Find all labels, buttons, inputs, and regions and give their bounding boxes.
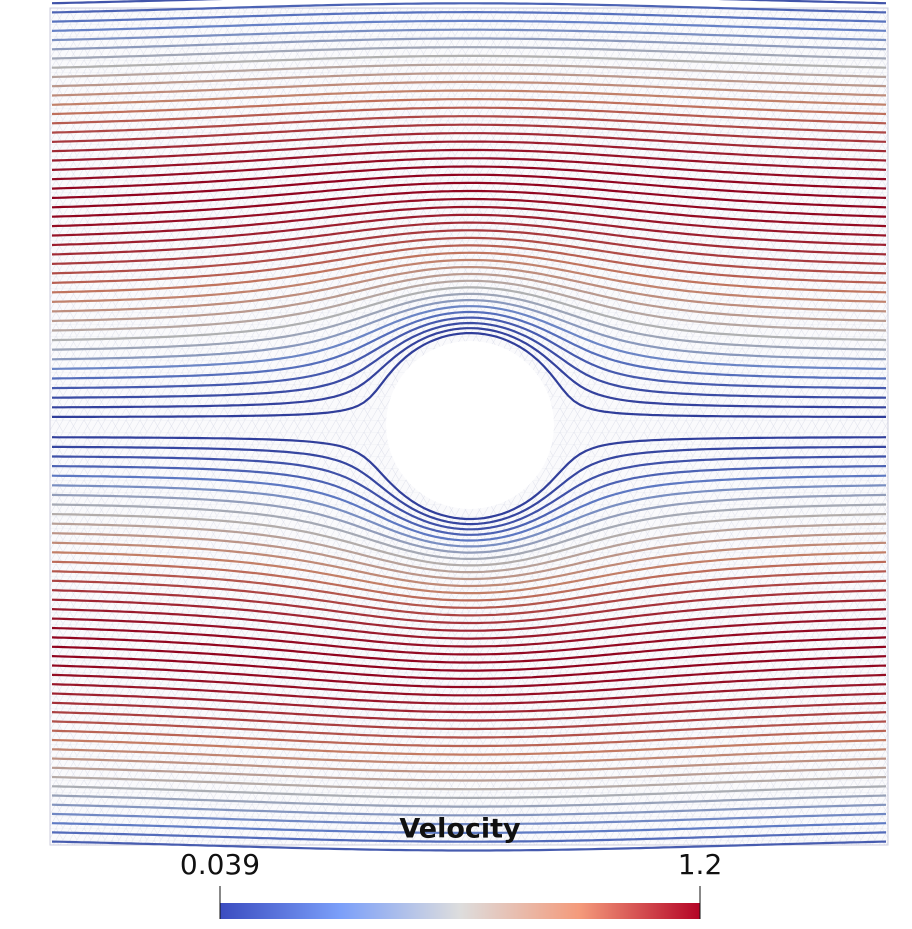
streamline [51, 513, 887, 567]
streamline [51, 213, 887, 247]
streamline [51, 197, 887, 228]
streamline [51, 37, 887, 51]
streamline [51, 636, 887, 664]
streamlines [51, 0, 887, 852]
streamline [51, 115, 887, 134]
streamline [51, 63, 887, 79]
colorbar-label: 0.039 [180, 848, 260, 881]
streamline [51, 560, 887, 602]
streamline [51, 106, 887, 125]
streamline [51, 132, 887, 153]
streamline [51, 748, 887, 765]
streamline [51, 46, 887, 60]
streamline [51, 683, 887, 705]
streamline [51, 72, 887, 88]
streamline [51, 286, 887, 342]
streamline [51, 97, 887, 116]
streamline [52, 445, 886, 526]
streamline [51, 272, 887, 323]
streamline [51, 701, 887, 722]
streamline [51, 11, 887, 23]
streamline [51, 794, 887, 808]
streamline [51, 140, 887, 162]
streamline [51, 19, 887, 32]
streamline [51, 436, 887, 521]
colorbar-label: 1.2 [678, 848, 723, 881]
streamline [51, 729, 887, 748]
streamline [51, 493, 887, 554]
streamline [51, 570, 887, 609]
streamline [51, 541, 887, 588]
streamline [51, 316, 887, 390]
streamline [51, 608, 887, 640]
streamline [51, 673, 887, 697]
streamline [51, 617, 887, 648]
streamline [51, 310, 886, 380]
streamline [51, 236, 887, 275]
colorbar-title: Velocity [399, 814, 521, 845]
streamline [51, 165, 887, 190]
streamline [51, 28, 887, 42]
colorbar-ticks: 0.039 1.2 [180, 848, 722, 919]
streamline [51, 251, 887, 294]
streamline [51, 148, 887, 171]
streamline [51, 305, 886, 370]
streamline [51, 465, 887, 536]
streamline [51, 840, 887, 852]
streamline [51, 822, 887, 835]
streamline [51, 589, 887, 625]
streamline [51, 551, 887, 595]
streamline [51, 720, 887, 739]
streamline [51, 258, 887, 303]
streamline [51, 522, 887, 574]
streamline [51, 598, 887, 632]
streamline [51, 244, 887, 284]
streamline [51, 711, 887, 731]
streamline [51, 812, 887, 826]
streamline [51, 655, 887, 680]
streamline [51, 173, 887, 199]
streamline [51, 831, 887, 843]
streamline [51, 292, 887, 351]
streamline [51, 626, 887, 656]
cylinder [386, 341, 554, 509]
streamline [51, 181, 887, 209]
streamline [51, 503, 887, 561]
streamline [51, 54, 887, 69]
streamline [51, 766, 887, 782]
streamline [51, 775, 887, 791]
streamline [51, 89, 887, 106]
streamline [52, 327, 886, 409]
streamline [51, 221, 887, 256]
streamline [51, 205, 887, 237]
streamline [51, 484, 887, 548]
colorbar [220, 903, 700, 919]
streamline [51, 785, 887, 800]
streamline [51, 266, 887, 313]
streamline [52, 321, 887, 399]
streamline [51, 532, 887, 581]
streamline [51, 157, 887, 181]
streamline [51, 279, 887, 332]
streamline [52, 332, 886, 418]
streamline [51, 757, 887, 773]
streamline [51, 474, 887, 542]
streamline [51, 123, 887, 143]
streamline [51, 299, 887, 361]
streamline [51, 189, 887, 218]
streamline [51, 738, 887, 756]
streamline [51, 579, 887, 617]
streamline [52, 455, 886, 531]
streamline [51, 664, 887, 689]
streamline [51, 229, 887, 265]
streamline [51, 803, 887, 817]
streamline [51, 692, 887, 714]
streamline [51, 2, 887, 14]
streamline [51, 645, 887, 672]
streamline [51, 80, 887, 97]
